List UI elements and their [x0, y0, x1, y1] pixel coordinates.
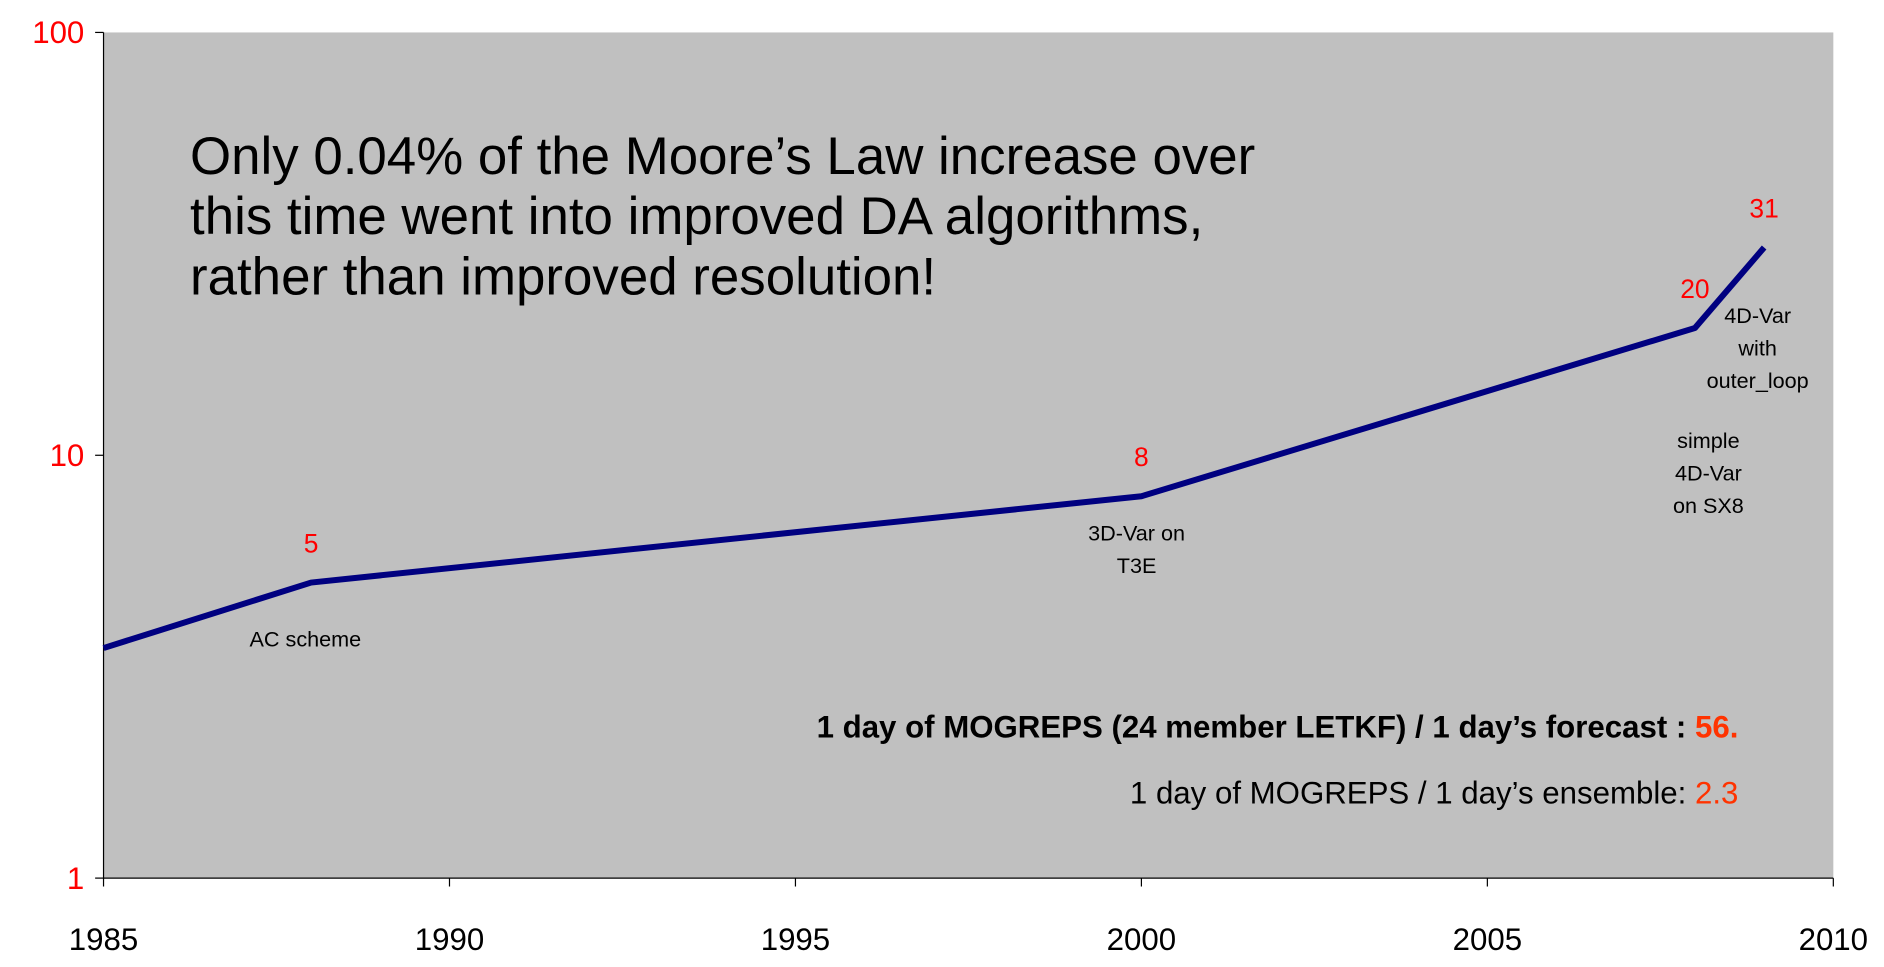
data-label: 5	[304, 529, 319, 559]
y-tick-label: 10	[50, 438, 85, 473]
annotation: with	[1737, 336, 1776, 361]
headline: this time went into improved DA algorith…	[190, 187, 1203, 246]
annotation: outer_loop	[1707, 368, 1809, 393]
note: 1 day of MOGREPS (24 member LETKF) / 1 d…	[817, 710, 1739, 745]
annotation: T3E	[1117, 553, 1157, 578]
note: 1 day of MOGREPS / 1 day’s ensemble: 2.3	[1130, 776, 1739, 811]
annotation: AC scheme	[249, 626, 361, 651]
headline: rather than improved resolution!	[190, 247, 936, 306]
note-text: 1 day of MOGREPS (24 member LETKF) / 1 d…	[817, 710, 1695, 745]
note-value: 56.	[1695, 710, 1738, 745]
data-label: 20	[1680, 274, 1709, 304]
y-tick-label: 1	[67, 861, 84, 896]
x-tick-label: 1995	[761, 922, 830, 957]
note-value: 2.3	[1695, 776, 1738, 811]
data-label: 8	[1134, 442, 1149, 472]
note-text: 1 day of MOGREPS / 1 day’s ensemble:	[1130, 776, 1695, 811]
annotation: 4D-Var	[1724, 303, 1791, 328]
data-label: 31	[1749, 193, 1778, 223]
headline: Only 0.04% of the Moore’s Law increase o…	[190, 127, 1255, 186]
annotation: 4D-Var	[1675, 460, 1742, 485]
annotation: simple	[1677, 428, 1739, 453]
x-tick-label: 1985	[69, 922, 138, 957]
x-tick-label: 1990	[415, 922, 484, 957]
y-tick-label: 100	[32, 15, 84, 50]
x-tick-label: 2005	[1453, 922, 1522, 957]
data-line	[102, 245, 1767, 651]
x-tick-label: 2010	[1799, 922, 1868, 957]
plot-area	[103, 32, 1834, 879]
annotation: on SX8	[1673, 493, 1744, 518]
x-tick-label: 2000	[1107, 922, 1176, 957]
annotation: 3D-Var on	[1088, 521, 1185, 546]
